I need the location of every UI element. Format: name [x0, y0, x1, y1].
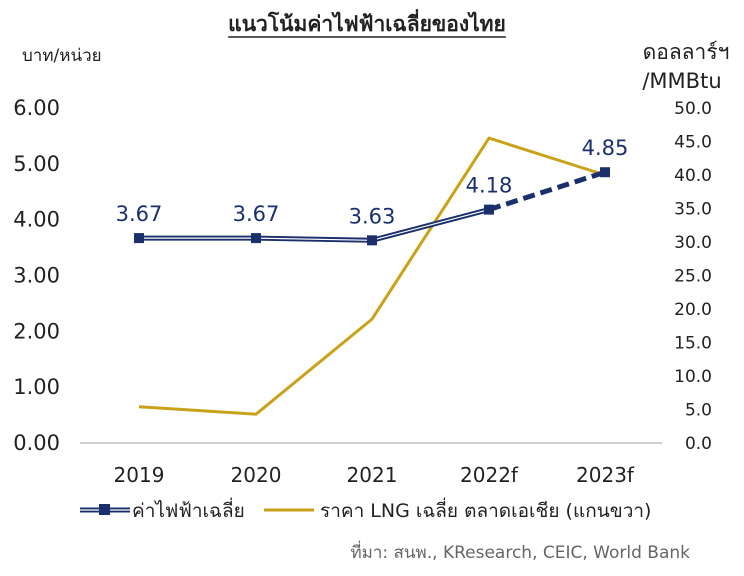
right-tick-label: 40.0 — [674, 166, 712, 186]
right-tick-label: 0.0 — [685, 434, 712, 454]
left-tick-label: 5.00 — [13, 152, 60, 176]
right-tick-label: 50.0 — [674, 99, 712, 119]
right-tick-label: 35.0 — [674, 200, 712, 220]
series-marker-electricity — [600, 167, 610, 178]
legend: ค่าไฟฟ้าเฉลี่ย ราคา LNG เฉลี่ย ตลาดเอเชี… — [80, 497, 651, 522]
left-axis-ticks: 0.00 1.00 2.00 3.00 4.00 5.00 6.00 — [13, 96, 60, 455]
series-line-electricity — [139, 207, 490, 243]
series-marker-electricity — [367, 235, 377, 246]
series-layer — [134, 136, 610, 416]
legend-swatch-electricity — [80, 504, 130, 515]
right-axis-unit-line2: /MMBtu — [642, 69, 721, 93]
source-note: ที่มา: สนพ., KResearch, CEIC, World Bank — [350, 540, 690, 563]
left-tick-label: 6.00 — [13, 96, 60, 120]
right-tick-label: 15.0 — [674, 334, 712, 354]
x-tick-label: 2019 — [114, 463, 165, 487]
data-label-electricity: 3.67 — [116, 202, 163, 226]
data-label-electricity: 3.67 — [233, 202, 280, 226]
right-tick-label: 45.0 — [674, 133, 712, 153]
data-label-electricity: 4.18 — [466, 174, 513, 198]
left-tick-label: 0.00 — [13, 431, 60, 455]
legend-label-lng: ราคา LNG เฉลี่ย ตลาดเอเชีย (แกนขวา) — [320, 497, 651, 522]
left-tick-label: 1.00 — [13, 375, 60, 399]
left-tick-label: 3.00 — [13, 264, 60, 288]
right-tick-label: 30.0 — [674, 233, 712, 253]
left-tick-label: 2.00 — [13, 319, 60, 343]
data-labels: 3.67 3.67 3.63 4.18 4.85 — [116, 136, 629, 228]
data-label-electricity: 3.63 — [349, 204, 396, 228]
series-marker-electricity — [251, 233, 261, 244]
right-tick-label: 20.0 — [674, 300, 712, 320]
legend-label-electricity: ค่าไฟฟ้าเฉลี่ย — [132, 497, 245, 522]
series-line-lng — [138, 136, 606, 416]
left-tick-label: 4.00 — [13, 208, 60, 232]
series-line-electricity-forecast — [488, 169, 606, 212]
series-marker-electricity — [484, 204, 494, 215]
x-tick-label: 2021 — [347, 463, 398, 487]
chart-title: แนวโน้มค่าไฟฟ้าเฉลี่ยของไทย — [228, 8, 506, 36]
x-axis-ticks: 2019 2020 2021 2022f 2023f — [114, 463, 635, 487]
series-marker-electricity — [134, 233, 144, 244]
right-tick-label: 25.0 — [674, 267, 712, 287]
x-tick-label: 2022f — [460, 463, 519, 487]
right-axis-ticks: 0.0 5.0 10.0 15.0 20.0 25.0 30.0 35.0 40.0 45.0 50… — [674, 99, 712, 454]
right-axis-unit-line1: ดอลลาร์ฯ — [643, 40, 730, 64]
x-tick-label: 2023f — [576, 463, 635, 487]
right-tick-label: 10.0 — [674, 367, 712, 387]
data-label-electricity: 4.85 — [582, 136, 629, 160]
series-line-electricity-highlight — [139, 209, 490, 241]
x-tick-label: 2020 — [231, 463, 282, 487]
right-tick-label: 5.0 — [685, 401, 712, 421]
left-axis-unit: บาท/หน่วย — [22, 46, 102, 66]
